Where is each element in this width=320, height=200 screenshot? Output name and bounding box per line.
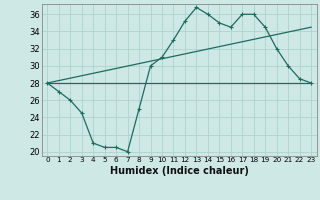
X-axis label: Humidex (Indice chaleur): Humidex (Indice chaleur): [110, 166, 249, 176]
